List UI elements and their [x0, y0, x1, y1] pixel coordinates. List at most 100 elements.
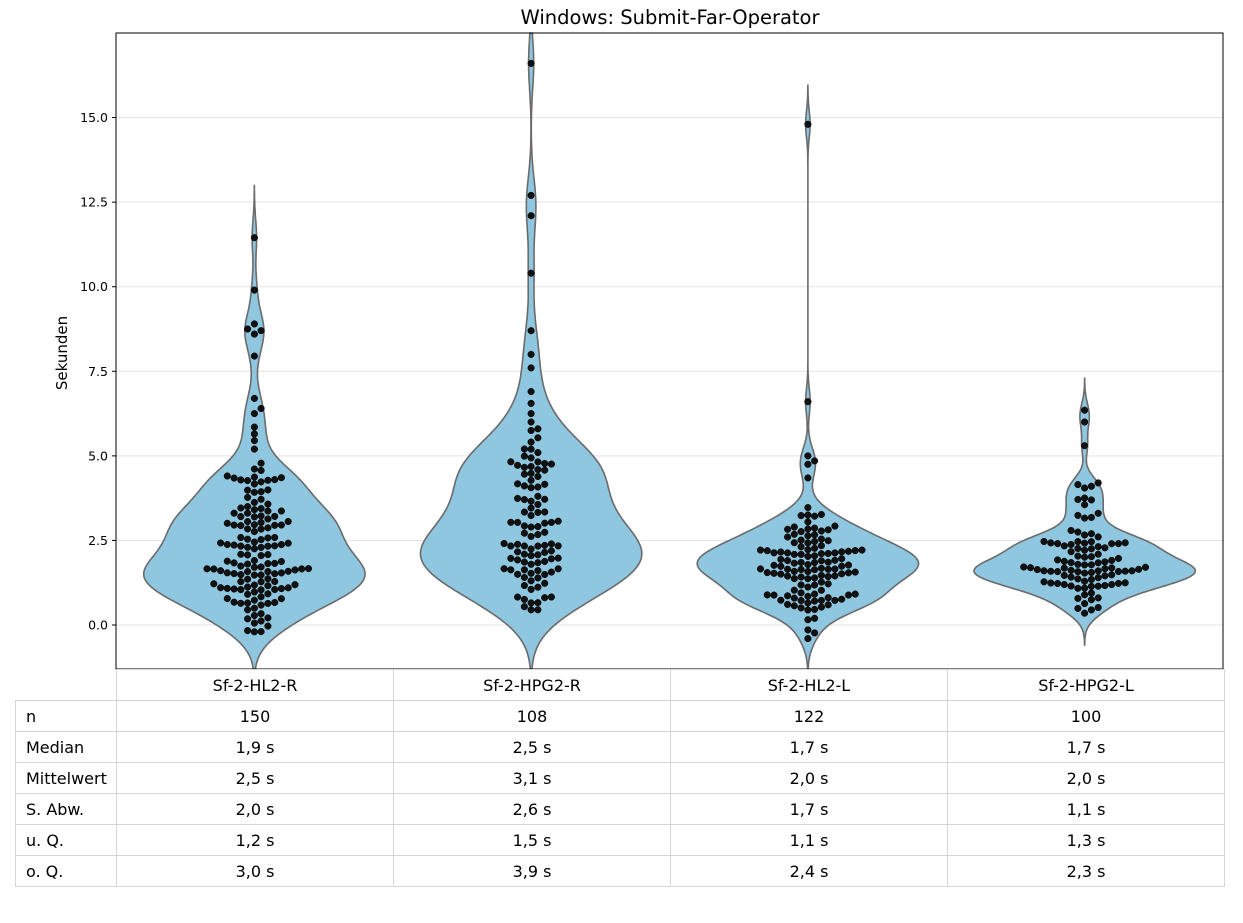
data-point [527, 569, 535, 577]
data-point [520, 445, 528, 453]
data-point [507, 554, 515, 562]
data-point [1040, 537, 1048, 546]
data-point [527, 476, 535, 484]
data-point [250, 437, 258, 445]
data-point [1047, 579, 1055, 587]
data-point [534, 449, 542, 457]
data-point [250, 473, 258, 481]
data-point [534, 574, 542, 582]
data-point [851, 547, 859, 555]
data-point [1108, 556, 1116, 564]
data-point [1101, 572, 1109, 580]
data-point [1094, 543, 1102, 551]
data-point [811, 581, 819, 589]
data-point [244, 599, 252, 607]
data-point [770, 561, 778, 569]
data-point [1054, 579, 1062, 588]
data-point [541, 557, 549, 565]
data-point [1067, 573, 1075, 581]
data-point [1060, 542, 1068, 550]
data-point [844, 561, 853, 569]
column-header: Sf-2-HL2-L [670, 669, 948, 701]
data-point [520, 550, 528, 558]
data-point [527, 462, 535, 471]
table-row: Mittelwert 2,5 s 3,1 s 2,0 s 2,0 s [15, 762, 1225, 794]
data-point [541, 519, 549, 527]
data-point [804, 546, 812, 554]
data-point [277, 474, 285, 482]
data-point [520, 566, 528, 574]
data-point [264, 524, 272, 532]
data-point [824, 565, 832, 573]
data-point [790, 602, 798, 610]
data-point [527, 212, 535, 220]
data-point [250, 556, 258, 565]
data-point [257, 505, 265, 513]
data-point [777, 596, 785, 604]
data-point [1040, 578, 1048, 586]
data-point [250, 581, 258, 589]
data-point [257, 525, 265, 533]
data-point [257, 536, 265, 544]
data-point [250, 619, 258, 627]
data-point [790, 559, 798, 567]
data-point [1081, 406, 1089, 414]
data-point [514, 494, 522, 502]
data-point [1074, 481, 1082, 489]
data-point [817, 596, 825, 604]
data-point [520, 470, 528, 478]
data-point [1074, 584, 1082, 592]
data-point [831, 549, 839, 557]
data-point [527, 445, 535, 453]
violin-chart: Windows: Submit-Far-Operator Sekunden 0.… [53, 6, 1224, 670]
data-point [541, 594, 549, 602]
data-point [244, 606, 252, 614]
table-cell: 150 [116, 700, 394, 732]
table-cell: 1,7 s [670, 793, 948, 825]
chart-title: Windows: Submit-Far-Operator [520, 6, 820, 29]
data-point [811, 574, 819, 582]
data-point [257, 610, 265, 618]
data-point [514, 556, 522, 564]
data-point [797, 581, 805, 589]
data-point [790, 594, 798, 602]
violin-body [696, 84, 920, 670]
data-point [527, 364, 535, 372]
data-point [250, 545, 258, 553]
data-point [257, 495, 265, 503]
data-point [244, 615, 252, 623]
data-point [250, 330, 258, 338]
table-row: Median 1,9 s 2,5 s 1,7 s 1,7 s [15, 731, 1225, 763]
data-point [811, 605, 819, 613]
data-point [1047, 567, 1055, 575]
data-point [554, 517, 562, 525]
data-point [790, 539, 798, 547]
data-point [271, 598, 279, 607]
data-point [507, 542, 515, 550]
data-point [824, 573, 832, 581]
table-cell: 1,7 s [670, 731, 948, 763]
data-point [264, 515, 272, 523]
data-point [1087, 530, 1095, 538]
data-point [547, 540, 555, 548]
data-point [770, 569, 778, 577]
data-point [264, 534, 272, 542]
data-point [541, 541, 549, 549]
data-point [817, 510, 825, 519]
data-point [1067, 566, 1075, 574]
data-point [271, 559, 279, 567]
data-point [230, 585, 238, 593]
data-point [1094, 509, 1102, 517]
data-point [244, 535, 252, 543]
data-point [1081, 609, 1089, 617]
data-point [527, 454, 535, 462]
data-point [824, 580, 832, 588]
data-point [264, 476, 272, 484]
data-point [797, 589, 805, 597]
data-point [1067, 559, 1075, 567]
data-point [534, 523, 542, 531]
data-point [1094, 550, 1102, 558]
data-point [1074, 528, 1082, 536]
data-point [244, 543, 252, 551]
data-point [527, 560, 535, 568]
